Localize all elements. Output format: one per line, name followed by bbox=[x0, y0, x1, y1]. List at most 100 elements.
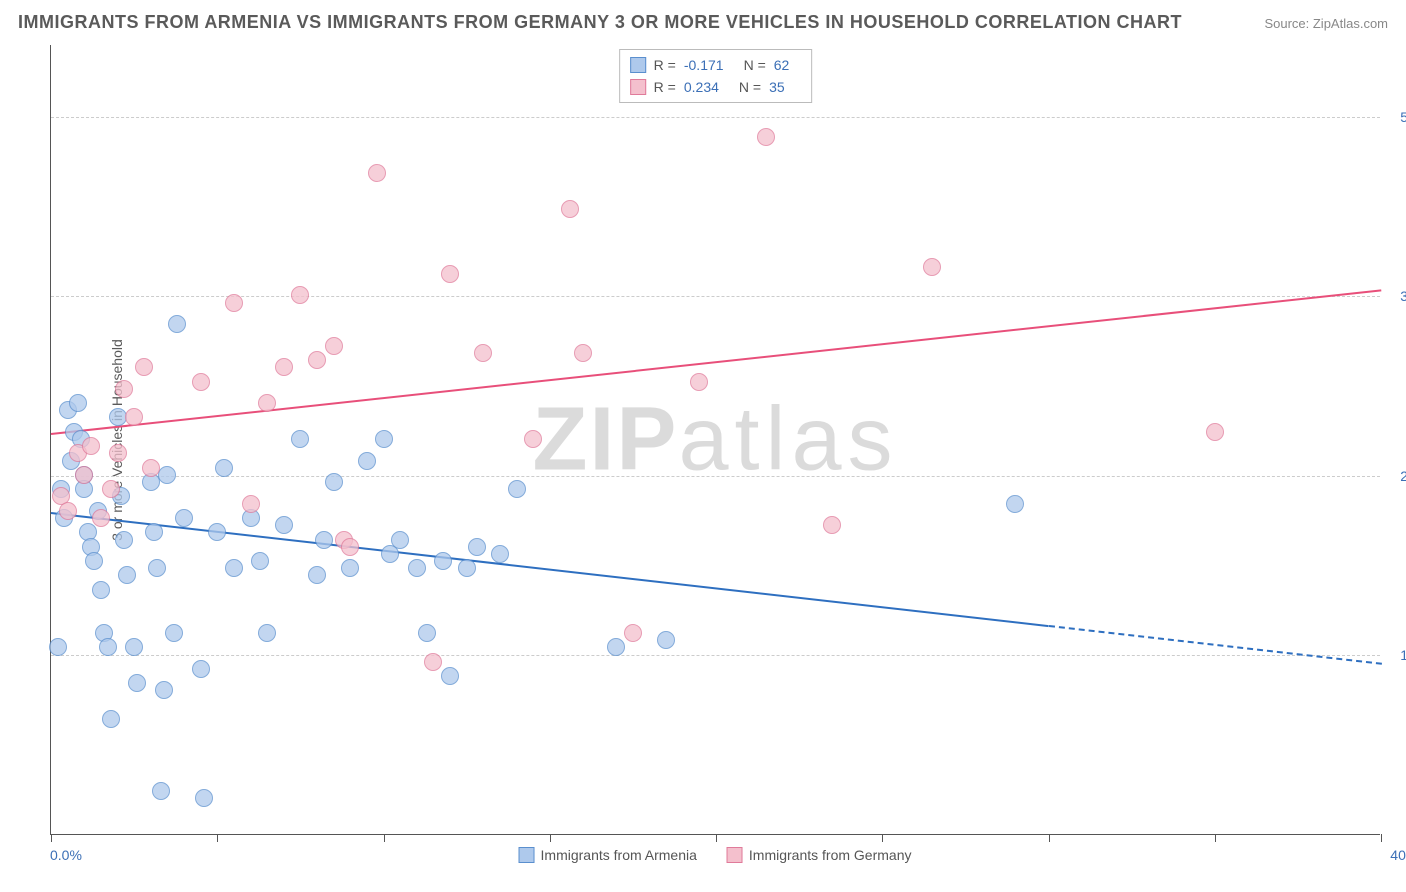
x-tick bbox=[1381, 834, 1382, 842]
data-point bbox=[508, 480, 526, 498]
trend-line bbox=[51, 512, 1049, 627]
data-point bbox=[75, 466, 93, 484]
data-point bbox=[823, 516, 841, 534]
data-point bbox=[325, 337, 343, 355]
data-point bbox=[145, 523, 163, 541]
x-tick bbox=[1215, 834, 1216, 842]
data-point bbox=[175, 509, 193, 527]
data-point bbox=[69, 394, 87, 412]
data-point bbox=[59, 502, 77, 520]
x-tick bbox=[1049, 834, 1050, 842]
legend-swatch bbox=[519, 847, 535, 863]
data-point bbox=[82, 437, 100, 455]
data-point bbox=[99, 638, 117, 656]
data-point bbox=[192, 373, 210, 391]
x-tick bbox=[384, 834, 385, 842]
data-point bbox=[152, 782, 170, 800]
y-tick-label: 50.0% bbox=[1400, 109, 1406, 125]
data-point bbox=[242, 495, 260, 513]
data-point bbox=[574, 344, 592, 362]
y-tick-label: 37.5% bbox=[1400, 288, 1406, 304]
data-point bbox=[923, 258, 941, 276]
x-axis-max-label: 40.0% bbox=[1390, 847, 1406, 863]
data-point bbox=[275, 516, 293, 534]
legend-item: Immigrants from Germany bbox=[727, 847, 912, 863]
data-point bbox=[225, 294, 243, 312]
data-point bbox=[125, 408, 143, 426]
data-point bbox=[115, 531, 133, 549]
x-tick bbox=[716, 834, 717, 842]
data-point bbox=[368, 164, 386, 182]
legend-swatch bbox=[630, 79, 646, 95]
data-point bbox=[391, 531, 409, 549]
data-point bbox=[624, 624, 642, 642]
data-point bbox=[155, 681, 173, 699]
gridline-h bbox=[51, 655, 1380, 656]
data-point bbox=[125, 638, 143, 656]
data-point bbox=[491, 545, 509, 563]
x-tick bbox=[882, 834, 883, 842]
data-point bbox=[142, 459, 160, 477]
data-point bbox=[192, 660, 210, 678]
data-point bbox=[315, 531, 333, 549]
data-point bbox=[1206, 423, 1224, 441]
gridline-h bbox=[51, 476, 1380, 477]
data-point bbox=[408, 559, 426, 577]
data-point bbox=[158, 466, 176, 484]
data-point bbox=[441, 667, 459, 685]
data-point bbox=[657, 631, 675, 649]
data-point bbox=[325, 473, 343, 491]
data-point bbox=[375, 430, 393, 448]
data-point bbox=[757, 128, 775, 146]
x-axis-min-label: 0.0% bbox=[50, 847, 82, 863]
data-point bbox=[458, 559, 476, 577]
x-tick bbox=[217, 834, 218, 842]
data-point bbox=[215, 459, 233, 477]
data-point bbox=[275, 358, 293, 376]
stat-r-label: R = bbox=[654, 54, 676, 76]
stat-r-value: -0.171 bbox=[684, 54, 724, 76]
plot-area: 3 or more Vehicles in Household ZIPatlas… bbox=[50, 45, 1380, 835]
legend-label: Immigrants from Germany bbox=[749, 847, 912, 863]
data-point bbox=[524, 430, 542, 448]
stat-r-value: 0.234 bbox=[684, 76, 719, 98]
data-point bbox=[165, 624, 183, 642]
data-point bbox=[92, 581, 110, 599]
data-point bbox=[291, 286, 309, 304]
data-point bbox=[102, 480, 120, 498]
data-point bbox=[418, 624, 436, 642]
data-point bbox=[474, 344, 492, 362]
legend-item: Immigrants from Armenia bbox=[519, 847, 697, 863]
stat-n-label: N = bbox=[739, 76, 761, 98]
stat-n-label: N = bbox=[744, 54, 766, 76]
trend-line bbox=[1048, 625, 1381, 665]
legend-swatch bbox=[727, 847, 743, 863]
data-point bbox=[434, 552, 452, 570]
data-point bbox=[115, 380, 133, 398]
y-tick-label: 12.5% bbox=[1400, 647, 1406, 663]
data-point bbox=[468, 538, 486, 556]
data-point bbox=[1006, 495, 1024, 513]
gridline-h bbox=[51, 296, 1380, 297]
data-point bbox=[341, 538, 359, 556]
data-point bbox=[561, 200, 579, 218]
scatter-plot: ZIPatlas R = -0.171N = 62R = 0.234N = 35… bbox=[50, 45, 1380, 835]
stat-r-label: R = bbox=[654, 76, 676, 98]
data-point bbox=[258, 394, 276, 412]
data-point bbox=[128, 674, 146, 692]
data-point bbox=[102, 710, 120, 728]
data-point bbox=[258, 624, 276, 642]
data-point bbox=[92, 509, 110, 527]
stats-legend: R = -0.171 N = 62 R = 0.234 N = 35 bbox=[619, 49, 813, 103]
data-point bbox=[441, 265, 459, 283]
gridline-h bbox=[51, 117, 1380, 118]
chart-title: IMMIGRANTS FROM ARMENIA VS IMMIGRANTS FR… bbox=[18, 12, 1182, 33]
stat-n-value: 62 bbox=[774, 54, 790, 76]
x-tick bbox=[550, 834, 551, 842]
legend-label: Immigrants from Armenia bbox=[541, 847, 697, 863]
stat-n-value: 35 bbox=[769, 76, 785, 98]
trend-line bbox=[51, 289, 1381, 435]
data-point bbox=[424, 653, 442, 671]
data-point bbox=[148, 559, 166, 577]
data-point bbox=[291, 430, 309, 448]
